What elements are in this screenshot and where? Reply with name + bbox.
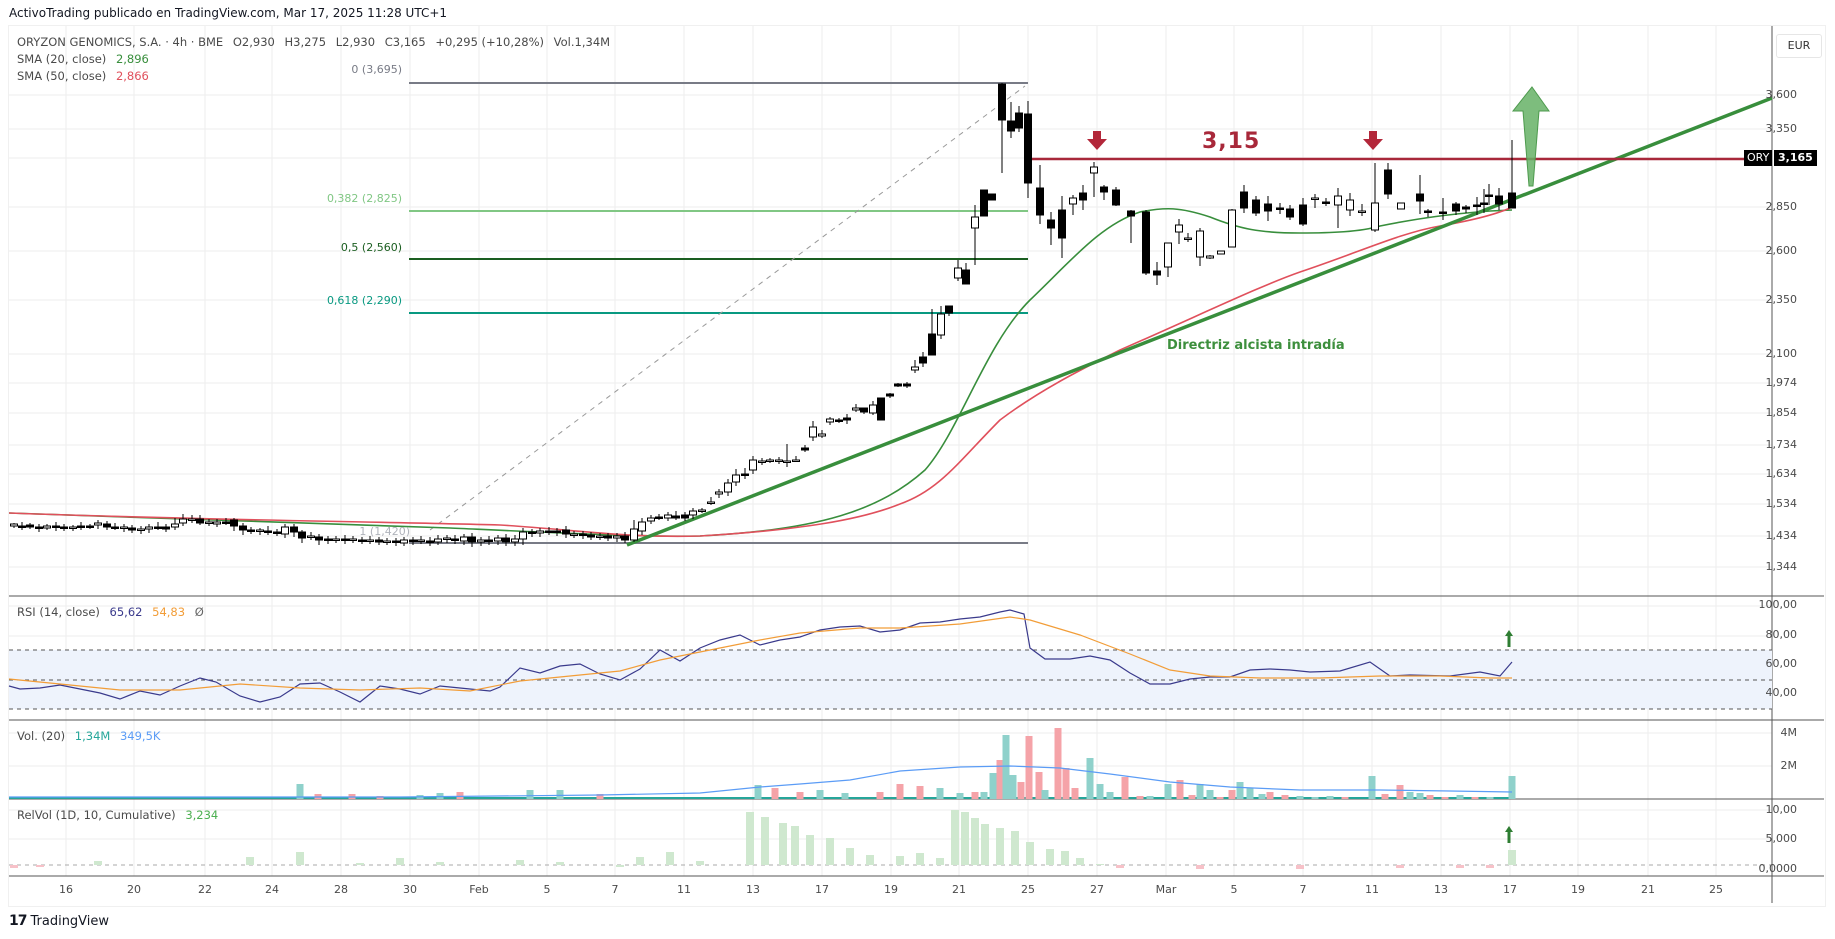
volume-value: Vol.1,34M <box>553 35 611 49</box>
candlesticks <box>10 83 1516 547</box>
vol-ma-value: 349,5K <box>119 729 161 743</box>
price-tick: 1,344 <box>1765 560 1798 573</box>
sma50-legend[interactable]: SMA (50, close) 2,866 <box>17 69 155 83</box>
axis-tick: 80,00 <box>1765 628 1798 641</box>
price-tick: 3,600 <box>1765 88 1798 101</box>
ohlc-close: C3,165 <box>384 35 426 49</box>
date-tick: 7 <box>1299 883 1307 896</box>
date-tick: 24 <box>265 883 279 896</box>
price-tick: 1,854 <box>1765 406 1798 419</box>
price-tick: 3,350 <box>1765 122 1798 135</box>
price-tick: 1,434 <box>1765 529 1798 542</box>
price-tick: 2,350 <box>1765 293 1798 306</box>
date-tick: 20 <box>127 883 141 896</box>
axis-tick: 4M <box>1780 726 1798 739</box>
moving-averages <box>8 206 1513 538</box>
fib-level-05: 0,5 (2,560) <box>340 241 402 254</box>
date-tick: 19 <box>1571 883 1585 896</box>
date-tick: 11 <box>1365 883 1379 896</box>
rsi-legend[interactable]: RSI (14, close) 65,62 54,83 Ø <box>17 605 210 619</box>
date-tick: 28 <box>334 883 348 896</box>
date-tick: 17 <box>1503 883 1517 896</box>
axis-tick: 100,00 <box>1758 598 1798 611</box>
rsi-pane <box>8 609 1772 710</box>
rsi-ma-value: 54,83 <box>152 605 186 619</box>
sma20-legend[interactable]: SMA (20, close) 2,896 <box>17 52 155 66</box>
tradingview-logo[interactable]: 17 TradingView <box>9 913 109 929</box>
price-tick: 1,534 <box>1765 497 1798 510</box>
symbol-legend[interactable]: ORYZON GENOMICS, S.A. · 4h · BME O2,930 … <box>17 35 616 49</box>
price-tick: 2,100 <box>1765 347 1798 360</box>
date-tick: 5 <box>543 883 551 896</box>
axis-tick: 5,000 <box>1765 832 1798 845</box>
fib-level-0: 0 (3,695) <box>351 63 402 76</box>
annotation-arrows <box>1087 86 1550 843</box>
tradingview-mark-icon: 17 <box>9 913 28 929</box>
vol-label: Vol. (20) <box>17 729 66 743</box>
date-tick: 13 <box>746 883 760 896</box>
price-tick: 1,634 <box>1765 467 1798 480</box>
axis-tick: 2M <box>1780 759 1798 772</box>
fib-level-0618: 0,618 (2,290) <box>326 294 402 307</box>
date-tick: 25 <box>1709 883 1723 896</box>
date-tick: 21 <box>1641 883 1655 896</box>
ohlc-open: O2,930 <box>232 35 275 49</box>
publish-info: ActivoTrading publicado en TradingView.c… <box>9 6 448 20</box>
symbol-name: ORYZON GENOMICS, S.A. · 4h · BME <box>17 35 224 49</box>
axis-tick: 0,0000 <box>1758 862 1798 875</box>
date-tick: 16 <box>59 883 73 896</box>
axis-tick: 40,00 <box>1765 686 1798 699</box>
ohlc-high: H3,275 <box>284 35 327 49</box>
relvol-value: 3,234 <box>185 808 219 822</box>
date-tick: 5 <box>1230 883 1238 896</box>
sma20-label: SMA (20, close) <box>17 52 107 66</box>
ticker-tag: ORY <box>1744 150 1773 166</box>
date-tick: 19 <box>884 883 898 896</box>
last-price-tag: 3,165 <box>1774 150 1817 166</box>
sma50-label: SMA (50, close) <box>17 69 107 83</box>
fib-level-1: 1 (1,420) <box>359 525 410 538</box>
relvol-label: RelVol (1D, 10, Cumulative) <box>17 808 176 822</box>
resistance-label: 3,15 <box>1202 129 1261 154</box>
date-tick: Feb <box>469 883 489 896</box>
chart-frame <box>8 25 1826 907</box>
price-tick: 1,974 <box>1765 376 1798 389</box>
volume-pane <box>9 728 1516 799</box>
price-tick: 1,734 <box>1765 438 1798 451</box>
date-tick: 25 <box>1021 883 1035 896</box>
tradingview-logo-text: TradingView <box>30 913 110 929</box>
relvol-legend[interactable]: RelVol (1D, 10, Cumulative) 3,234 <box>17 808 224 822</box>
trendline[interactable] <box>626 96 1773 547</box>
date-tick: 21 <box>952 883 966 896</box>
fib-level-0382: 0,382 (2,825) <box>326 192 402 205</box>
date-tick: 22 <box>198 883 212 896</box>
price-change: +0,295 (+10,28%) <box>435 35 545 49</box>
price-tick: 2,600 <box>1765 244 1798 257</box>
date-tick: 13 <box>1434 883 1448 896</box>
date-tick: 30 <box>403 883 417 896</box>
trendline-label: Directriz alcista intradía <box>1167 338 1345 353</box>
rsi-value: 65,62 <box>109 605 143 619</box>
fibonacci-retracement[interactable] <box>409 82 1028 544</box>
date-tick: 27 <box>1090 883 1104 896</box>
sma20-value: 2,896 <box>115 52 149 66</box>
date-tick: 11 <box>677 883 691 896</box>
ohlc-low: L2,930 <box>335 35 376 49</box>
rsi-extra: Ø <box>194 605 204 619</box>
price-tick: 2,850 <box>1765 200 1798 213</box>
rsi-label: RSI (14, close) <box>17 605 100 619</box>
grid-lines <box>9 26 1772 876</box>
currency-button[interactable]: EUR <box>1776 34 1822 58</box>
vol-value: 1,34M <box>74 729 111 743</box>
sma50-value: 2,866 <box>115 69 149 83</box>
date-tick: 7 <box>611 883 619 896</box>
vol-legend[interactable]: Vol. (20) 1,34M 349,5K <box>17 729 166 743</box>
date-tick: Mar <box>1155 883 1177 896</box>
axis-tick: 60,00 <box>1765 657 1798 670</box>
date-tick: 17 <box>815 883 829 896</box>
relvol-pane <box>9 810 1772 869</box>
axis-tick: 10,00 <box>1765 803 1798 816</box>
